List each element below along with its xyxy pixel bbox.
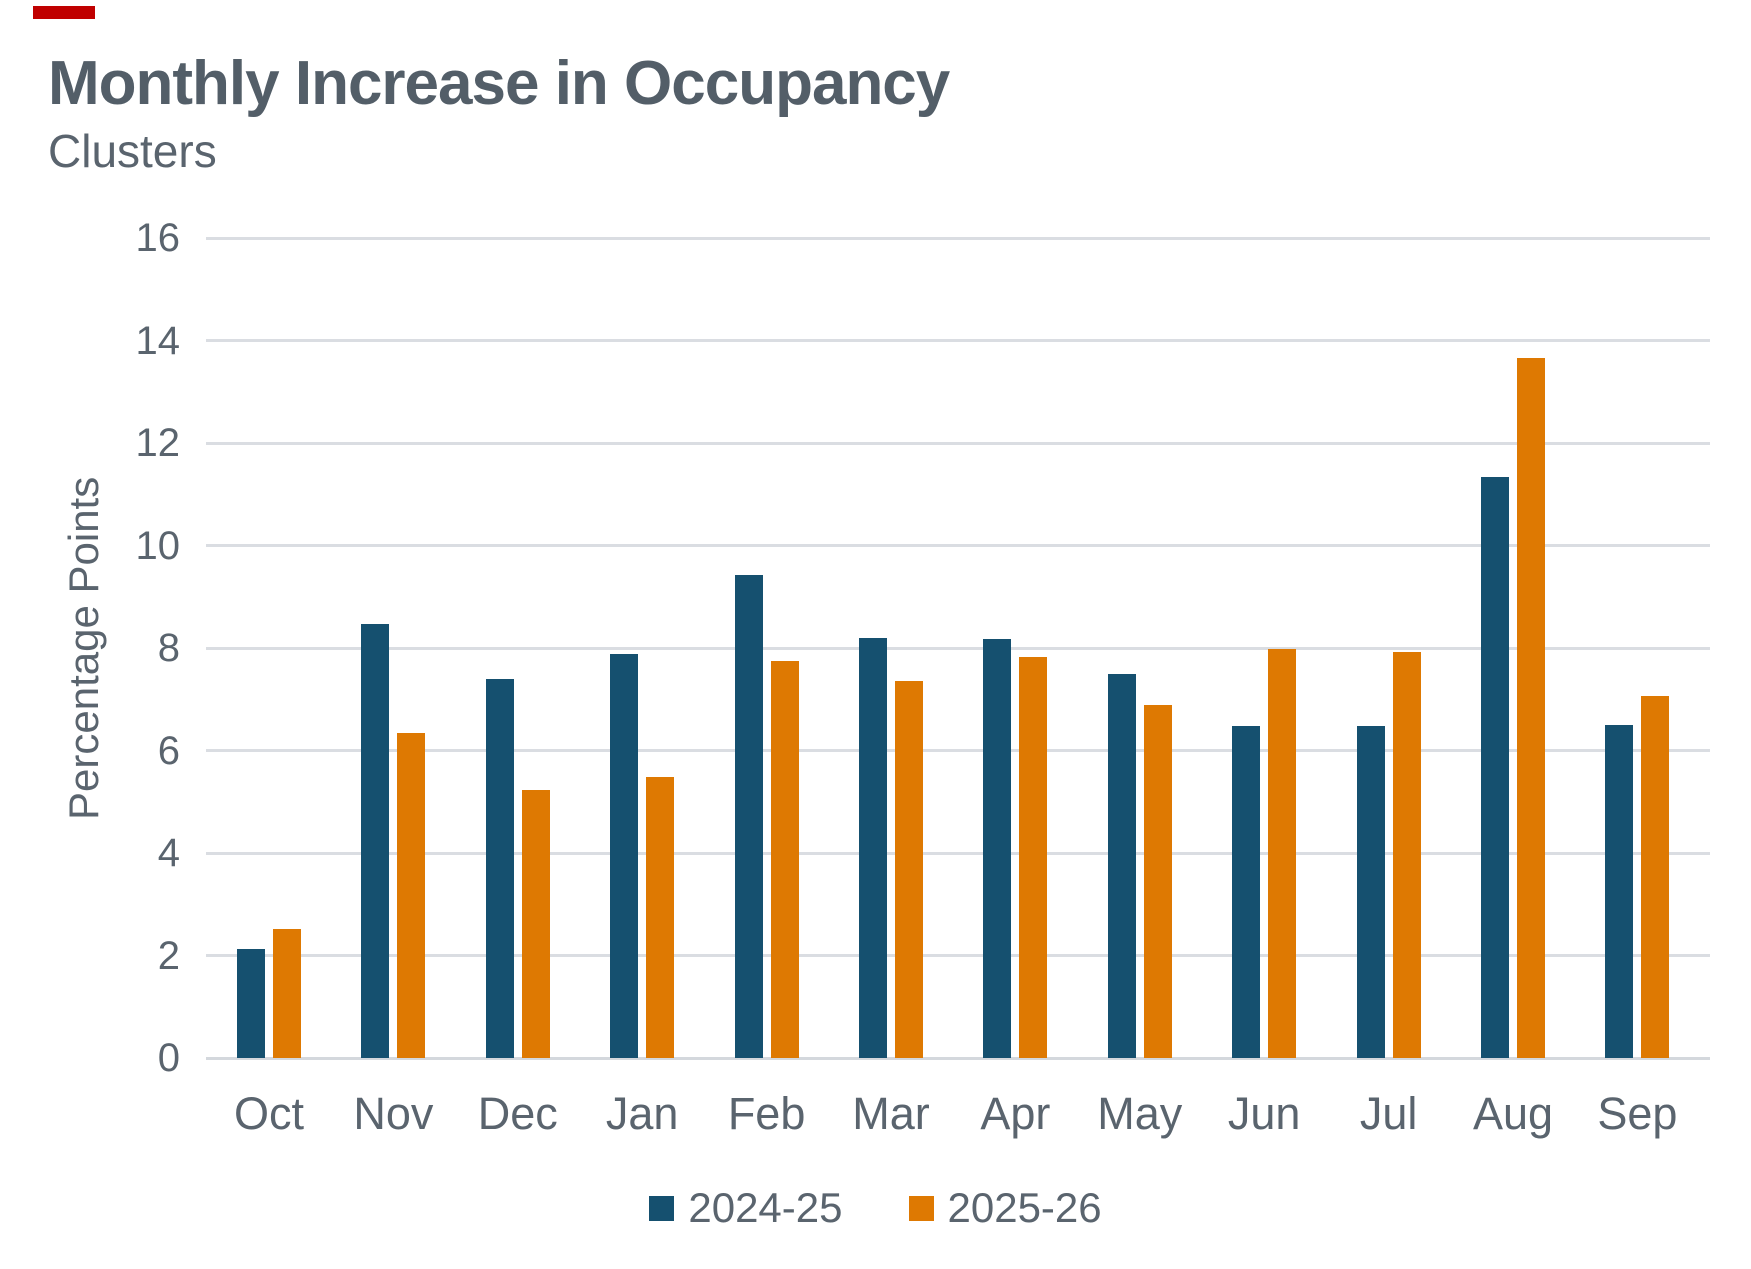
y-tick-label: 4 xyxy=(157,831,180,875)
chart-title: Monthly Increase in Occupancy xyxy=(48,49,950,118)
bar-2025-26-mar xyxy=(895,681,923,1058)
y-tick-label: 10 xyxy=(135,523,181,568)
bar-2025-26-apr xyxy=(1019,657,1048,1058)
bar-2024-25-oct xyxy=(237,948,265,1058)
bar-2025-26-dec xyxy=(521,790,550,1058)
x-axis-line xyxy=(206,1056,1710,1060)
x-tick-label: Dec xyxy=(477,1088,558,1139)
x-tick-label: Jul xyxy=(1359,1088,1418,1139)
x-tick-label: Nov xyxy=(353,1088,434,1139)
y-tick-label: 14 xyxy=(135,318,181,363)
bar-2024-25-sep xyxy=(1605,724,1634,1058)
y-tick-label: 12 xyxy=(135,421,181,465)
bar-2024-25-apr xyxy=(983,638,1012,1058)
legend: 2024-25 2025-26 xyxy=(0,1184,1751,1232)
gridline xyxy=(206,954,1710,957)
gridline xyxy=(206,544,1710,547)
bar-2025-26-nov xyxy=(397,732,426,1058)
gridline xyxy=(206,851,1710,855)
x-tick-label: Aug xyxy=(1472,1088,1554,1139)
bar-2025-26-jul xyxy=(1392,652,1421,1058)
chart-subtitle: Clusters xyxy=(48,125,217,177)
bar-2025-26-sep xyxy=(1641,696,1670,1058)
x-tick-label: Oct xyxy=(233,1088,304,1139)
bar-2025-26-oct xyxy=(273,928,301,1058)
bar-2025-26-aug xyxy=(1517,358,1545,1058)
gridline xyxy=(206,339,1710,342)
x-tick-label: Apr xyxy=(980,1088,1051,1139)
gridline xyxy=(206,236,1710,240)
bar-2024-25-may xyxy=(1107,674,1136,1058)
bar-2024-25-aug xyxy=(1481,476,1509,1058)
bar-2025-26-may xyxy=(1143,705,1172,1058)
legend-label: 2024-25 xyxy=(688,1184,843,1231)
bar-2025-26-feb xyxy=(770,660,799,1058)
legend-item-2025-26: 2025-26 xyxy=(908,1184,1102,1232)
x-tick-label: Mar xyxy=(852,1088,930,1139)
legend-swatch-icon xyxy=(649,1195,675,1221)
gridline xyxy=(206,441,1710,445)
y-tick-label: 2 xyxy=(157,933,180,978)
x-tick-label: Feb xyxy=(727,1088,806,1139)
bar-2024-25-jan xyxy=(610,654,639,1058)
x-tick-label: Jun xyxy=(1227,1088,1301,1139)
bar-2025-26-jun xyxy=(1268,648,1297,1058)
y-tick-label: 0 xyxy=(157,1036,180,1080)
x-tick-label: May xyxy=(1097,1088,1183,1139)
y-tick-label: 16 xyxy=(135,216,181,260)
bar-2025-26-jan xyxy=(646,777,675,1058)
legend-item-2024-25: 2024-25 xyxy=(649,1184,843,1232)
bar-2024-25-nov xyxy=(361,623,390,1058)
bar-2024-25-jul xyxy=(1356,725,1385,1058)
bar-2024-25-dec xyxy=(485,678,514,1058)
x-tick-label: Jan xyxy=(605,1088,679,1139)
bar-2024-25-feb xyxy=(734,575,763,1058)
bar-2024-25-mar xyxy=(859,637,887,1058)
legend-label: 2025-26 xyxy=(947,1184,1102,1231)
legend-swatch-icon xyxy=(908,1195,934,1221)
y-tick-label: 8 xyxy=(157,626,180,670)
red-accent-bar xyxy=(33,6,95,19)
gridline xyxy=(206,749,1710,752)
x-tick-label: Sep xyxy=(1597,1088,1678,1139)
y-tick-label: 6 xyxy=(157,728,180,773)
gridline xyxy=(206,646,1710,650)
bar-2024-25-jun xyxy=(1232,725,1261,1058)
